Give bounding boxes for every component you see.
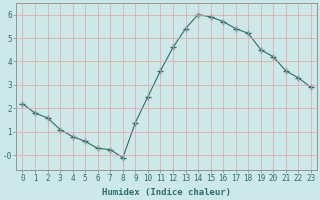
X-axis label: Humidex (Indice chaleur): Humidex (Indice chaleur): [102, 188, 231, 197]
